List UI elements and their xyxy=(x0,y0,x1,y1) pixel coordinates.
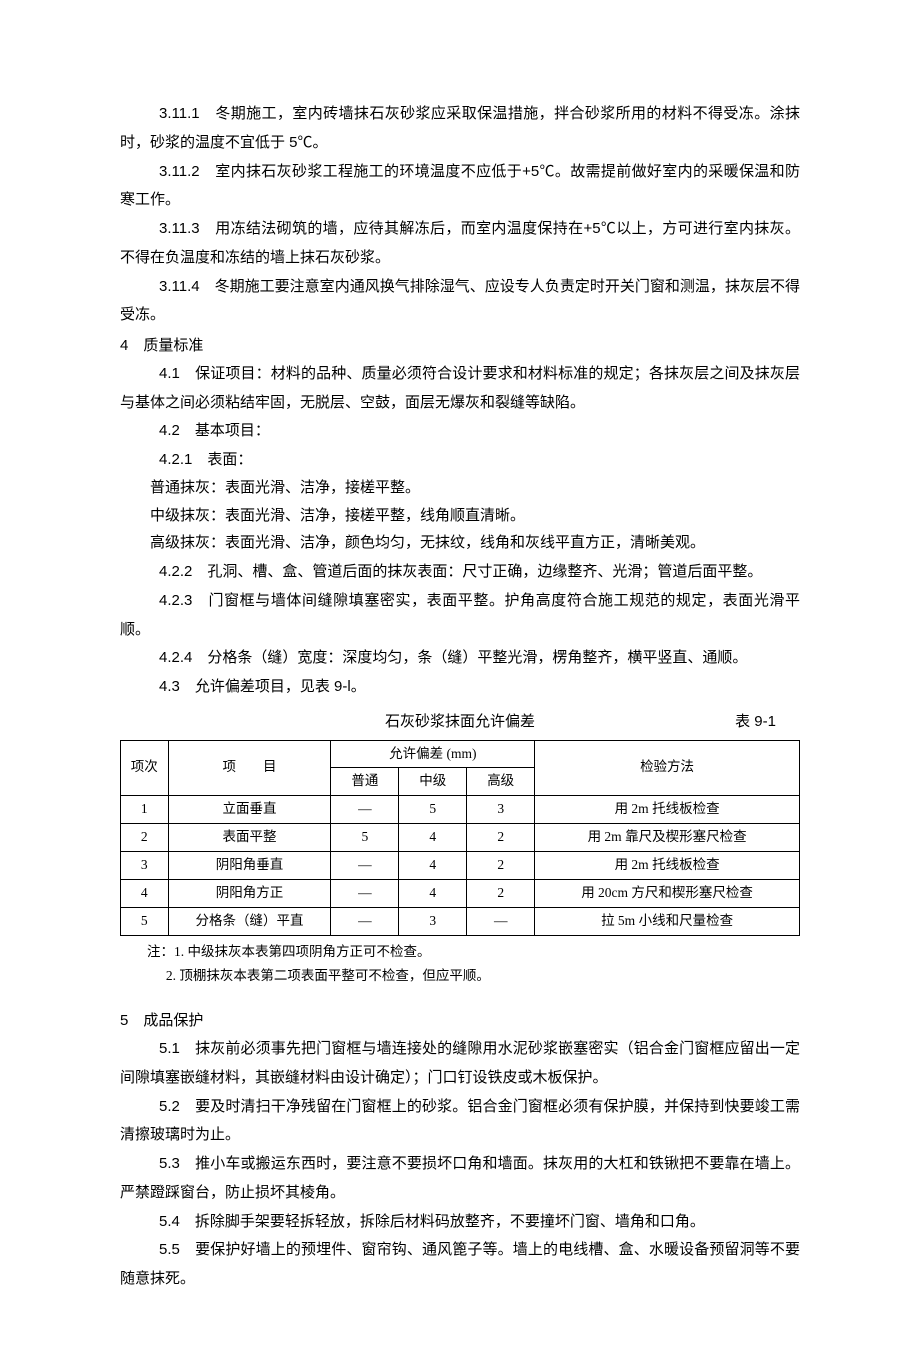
cell-c: 3 xyxy=(467,796,535,824)
num-4-2: 4.2 基本项目： xyxy=(159,422,270,439)
table-reference: 表 9-1 xyxy=(735,708,776,736)
cell-a: — xyxy=(331,796,399,824)
cell-no: 4 xyxy=(121,880,169,908)
th-tolerance: 允许偏差 (mm) xyxy=(331,740,535,768)
cell-method: 用 2m 靠尺及楔形塞尺检查 xyxy=(535,824,800,852)
para-4-3: 4.3 允许偏差项目，见表 9-l。 xyxy=(120,673,800,702)
cell-b: 4 xyxy=(399,880,467,908)
th-item: 项 目 xyxy=(168,740,331,796)
cell-b: 3 xyxy=(399,908,467,936)
cell-method: 拉 5m 小线和尺量检查 xyxy=(535,908,800,936)
th-sub-normal: 普通 xyxy=(331,768,399,796)
para-4-1: 4.1 保证项目：材料的品种、质量必须符合设计要求和材料标准的规定；各抹灰层之间… xyxy=(120,360,800,418)
note-2: 2. 顶棚抹灰本表第二项表面平整可不检查，但应平顺。 xyxy=(120,964,800,988)
para-5-5: 5.5 要保护好墙上的预埋件、窗帘钩、通风篦子等。墙上的电线槽、盒、水暖设备预留… xyxy=(120,1236,800,1294)
table-row: 2 表面平整 5 4 2 用 2m 靠尺及楔形塞尺检查 xyxy=(121,824,800,852)
th-sub-high: 高级 xyxy=(467,768,535,796)
para-5-3: 5.3 推小车或搬运东西时，要注意不要损坏口角和墙面。抹灰用的大杠和铁锹把不要靠… xyxy=(120,1150,800,1208)
para-high-plaster: 高级抹灰：表面光滑、洁净，颜色均匀，无抹纹，线角和灰线平直方正，清晰美观。 xyxy=(120,530,800,558)
cell-item: 分格条（缝）平直 xyxy=(168,908,331,936)
para-5-4: 5.4 拆除脚手架要轻拆轻放，拆除后材料码放整齐，不要撞坏门窗、墙角和口角。 xyxy=(120,1208,800,1237)
th-method: 检验方法 xyxy=(535,740,800,796)
cell-no: 2 xyxy=(121,824,169,852)
table-row: 4 阴阳角方正 — 4 2 用 20cm 方尺和楔形塞尺检查 xyxy=(121,880,800,908)
para-mid-plaster: 中级抹灰：表面光滑、洁净，接槎平整，线角顺直清晰。 xyxy=(120,503,800,531)
cell-b: 4 xyxy=(399,824,467,852)
cell-no: 3 xyxy=(121,852,169,880)
num-5-4: 5.4 拆除脚手架要轻拆轻放，拆除后材料码放整齐，不要撞坏门窗、墙角和口角。 xyxy=(159,1213,705,1230)
table-row: 5 分格条（缝）平直 — 3 — 拉 5m 小线和尺量检查 xyxy=(121,908,800,936)
num-3-11-2: 3.11.2 室内抹石灰砂浆工程施工的环境温度不应低于+5℃。故需提前做好室内的… xyxy=(120,163,800,209)
num-4-1: 4.1 保证项目：材料的品种、质量必须符合设计要求和材料标准的规定；各抹灰层之间… xyxy=(120,365,800,411)
cell-item: 阴阳角垂直 xyxy=(168,852,331,880)
para-normal-plaster: 普通抹灰：表面光滑、洁净，接槎平整。 xyxy=(120,475,800,503)
cell-b: 5 xyxy=(399,796,467,824)
num-3-11-4: 3.11.4 冬期施工要注意室内通风换气排除湿气、应设专人负责定时开关门窗和测温… xyxy=(120,278,800,324)
th-no: 项次 xyxy=(121,740,169,796)
table-title: 石灰砂浆抹面允许偏差 xyxy=(385,713,535,730)
cell-item: 表面平整 xyxy=(168,824,331,852)
spacer xyxy=(120,987,800,1005)
table-row: 3 阴阳角垂直 — 4 2 用 2m 托线板检查 xyxy=(121,852,800,880)
cell-no: 1 xyxy=(121,796,169,824)
tolerance-table: 项次 项 目 允许偏差 (mm) 检验方法 普通 中级 高级 1 立面垂直 — … xyxy=(120,740,800,937)
note-1: 注：1. 中级抹灰本表第四项阴角方正可不检查。 xyxy=(120,940,800,964)
num-4-2-2: 4.2.2 孔洞、槽、盒、管道后面的抹灰表面：尺寸正确，边缘整齐、光滑；管道后面… xyxy=(159,563,762,580)
cell-b: 4 xyxy=(399,852,467,880)
table-header-row-1: 项次 项 目 允许偏差 (mm) 检验方法 xyxy=(121,740,800,768)
para-4-2-1: 4.2.1 表面： xyxy=(120,446,800,475)
num-5-3: 5.3 推小车或搬运东西时，要注意不要损坏口角和墙面。抹灰用的大杠和铁锹把不要靠… xyxy=(120,1155,800,1201)
num-4-2-1: 4.2.1 表面： xyxy=(159,451,252,468)
cell-c: — xyxy=(467,908,535,936)
para-3-11-1: 3.11.1 冬期施工，室内砖墙抹石灰砂浆应采取保温措施，拌合砂浆所用的材料不得… xyxy=(120,100,800,158)
cell-method: 用 2m 托线板检查 xyxy=(535,852,800,880)
num-4-3: 4.3 允许偏差项目，见表 9-l。 xyxy=(159,678,366,695)
cell-a: — xyxy=(331,852,399,880)
cell-method: 用 20cm 方尺和楔形塞尺检查 xyxy=(535,880,800,908)
para-3-11-2: 3.11.2 室内抹石灰砂浆工程施工的环境温度不应低于+5℃。故需提前做好室内的… xyxy=(120,158,800,216)
para-3-11-3: 3.11.3 用冻结法砌筑的墙，应待其解冻后，而室内温度保持在+5℃以上，方可进… xyxy=(120,215,800,273)
cell-item: 阴阳角方正 xyxy=(168,880,331,908)
para-5-2: 5.2 要及时清扫干净残留在门窗框上的砂浆。铝合金门窗框必须有保护膜，并保持到快… xyxy=(120,1093,800,1151)
num-5-1: 5.1 抹灰前必须事先把门窗框与墙连接处的缝隙用水泥砂浆嵌塞密实（铝合金门窗框应… xyxy=(120,1040,800,1086)
num-3-11-1: 3.11.1 冬期施工，室内砖墙抹石灰砂浆应采取保温措施，拌合砂浆所用的材料不得… xyxy=(120,105,800,151)
cell-item: 立面垂直 xyxy=(168,796,331,824)
cell-c: 2 xyxy=(467,824,535,852)
cell-c: 2 xyxy=(467,880,535,908)
para-5-1: 5.1 抹灰前必须事先把门窗框与墙连接处的缝隙用水泥砂浆嵌塞密实（铝合金门窗框应… xyxy=(120,1035,800,1093)
num-4-2-4: 4.2.4 分格条（缝）宽度：深度均匀，条（缝）平整光滑，楞角整齐，横平竖直、通… xyxy=(159,649,747,666)
cell-a: — xyxy=(331,880,399,908)
heading-4: 4 质量标准 xyxy=(120,332,800,360)
cell-method: 用 2m 托线板检查 xyxy=(535,796,800,824)
th-sub-mid: 中级 xyxy=(399,768,467,796)
para-3-11-4: 3.11.4 冬期施工要注意室内通风换气排除湿气、应设专人负责定时开关门窗和测温… xyxy=(120,273,800,331)
num-4-2-3: 4.2.3 门窗框与墙体间缝隙填塞密实，表面平整。护角高度符合施工规范的规定，表… xyxy=(120,592,800,638)
cell-c: 2 xyxy=(467,852,535,880)
para-4-2-2: 4.2.2 孔洞、槽、盒、管道后面的抹灰表面：尺寸正确，边缘整齐、光滑；管道后面… xyxy=(120,558,800,587)
para-4-2: 4.2 基本项目： xyxy=(120,417,800,446)
para-4-2-3: 4.2.3 门窗框与墙体间缝隙填塞密实，表面平整。护角高度符合施工规范的规定，表… xyxy=(120,587,800,645)
table-title-row: 石灰砂浆抹面允许偏差 表 9-1 xyxy=(120,708,800,736)
para-4-2-4: 4.2.4 分格条（缝）宽度：深度均匀，条（缝）平整光滑，楞角整齐，横平竖直、通… xyxy=(120,644,800,673)
table-row: 1 立面垂直 — 5 3 用 2m 托线板检查 xyxy=(121,796,800,824)
cell-a: — xyxy=(331,908,399,936)
num-3-11-3: 3.11.3 用冻结法砌筑的墙，应待其解冻后，而室内温度保持在+5℃以上，方可进… xyxy=(120,220,800,266)
heading-5: 5 成品保护 xyxy=(120,1007,800,1035)
num-5-2: 5.2 要及时清扫干净残留在门窗框上的砂浆。铝合金门窗框必须有保护膜，并保持到快… xyxy=(120,1098,800,1144)
cell-no: 5 xyxy=(121,908,169,936)
table-notes: 注：1. 中级抹灰本表第四项阴角方正可不检查。 2. 顶棚抹灰本表第二项表面平整… xyxy=(120,940,800,987)
num-5-5: 5.5 要保护好墙上的预埋件、窗帘钩、通风篦子等。墙上的电线槽、盒、水暖设备预留… xyxy=(120,1241,800,1287)
cell-a: 5 xyxy=(331,824,399,852)
